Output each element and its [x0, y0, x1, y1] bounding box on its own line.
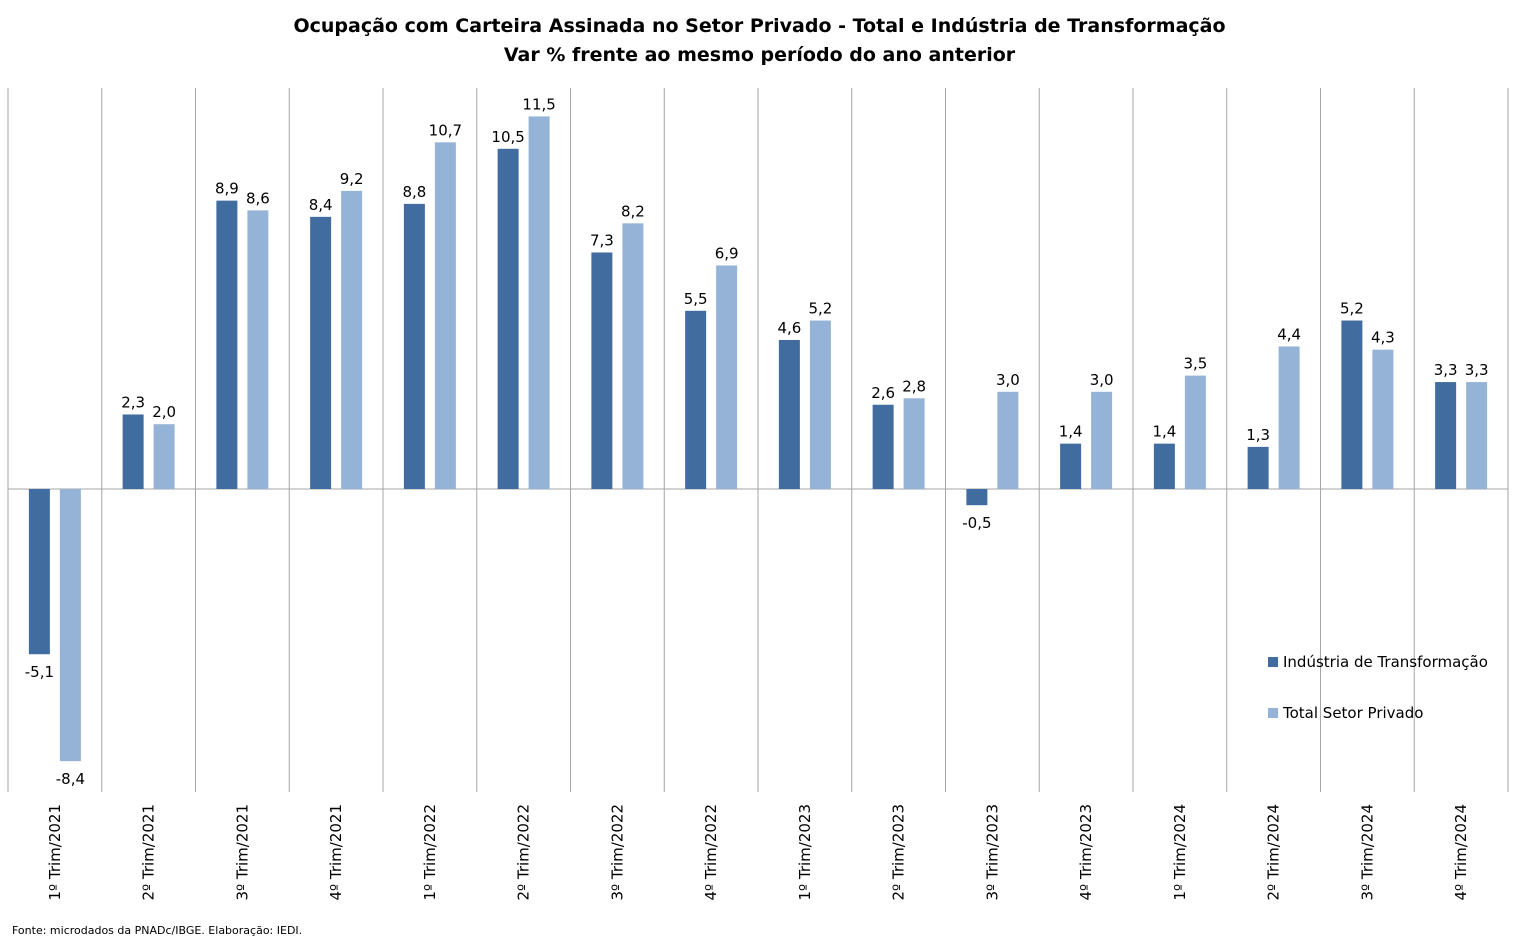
bar-total [1466, 382, 1488, 489]
category-tick-label: 2º Trim/2023 [890, 804, 908, 901]
bar-industria [1060, 443, 1082, 489]
bar-industria [122, 414, 144, 489]
category-tick-label: 4º Trim/2022 [702, 804, 720, 901]
data-label-total: 3,5 [1183, 355, 1207, 373]
category-tick-label: 1º Trim/2022 [421, 804, 439, 901]
data-label-total: 11,5 [522, 95, 555, 113]
data-label-total: 8,2 [621, 202, 645, 220]
data-label-industria: 5,5 [684, 290, 708, 308]
chart-subtitle-line: Var % frente ao mesmo período do ano ant… [503, 44, 1016, 66]
bar-industria [28, 489, 50, 655]
data-label-industria: 4,6 [777, 319, 801, 337]
bar-industria [1247, 446, 1269, 489]
data-label-industria: -5,1 [25, 663, 54, 681]
bar-total [1184, 375, 1206, 489]
data-label-industria: 1,3 [1246, 426, 1270, 444]
category-tick-label: 2º Trim/2022 [515, 804, 533, 901]
data-label-total: 2,0 [152, 403, 176, 421]
data-label-industria: 8,9 [215, 180, 239, 198]
legend-item-total: Total Setor Privado [1268, 704, 1423, 722]
data-label-industria: 3,3 [1434, 361, 1458, 379]
source-note: Fonte: microdados da PNADc/IBGE. Elabora… [12, 924, 303, 937]
bar-total [997, 391, 1019, 489]
data-label-total: 4,3 [1371, 329, 1395, 347]
category-tick-label: 2º Trim/2024 [1265, 804, 1283, 901]
data-label-total: 3,0 [996, 371, 1020, 389]
bar-total [809, 320, 831, 489]
data-label-total: 3,3 [1465, 361, 1489, 379]
bar-industria [497, 148, 519, 490]
data-label-industria: 10,5 [491, 128, 524, 146]
category-tick-label: 1º Trim/2021 [46, 804, 64, 901]
bar-total [434, 142, 456, 489]
bar-industria [778, 339, 800, 489]
bar-industria [403, 203, 425, 489]
bar-industria [310, 216, 332, 489]
chart-title-line: Ocupação com Carteira Assinada no Setor … [293, 15, 1226, 37]
legend-item-industria: Indústria de Transformação [1268, 653, 1488, 671]
legend-swatch-industria [1268, 657, 1278, 667]
legend-label-total: Total Setor Privado [1283, 704, 1424, 722]
data-label-total: -8,4 [56, 770, 85, 788]
bar-industria [591, 252, 613, 489]
category-tick-label: 3º Trim/2024 [1358, 804, 1376, 901]
data-label-industria: 1,4 [1059, 423, 1083, 441]
category-tick-label: 3º Trim/2021 [233, 804, 251, 901]
data-label-total: 4,4 [1277, 325, 1301, 343]
bar-total [528, 116, 550, 490]
bar-industria [685, 310, 707, 489]
data-label-industria: 7,3 [590, 231, 614, 249]
data-label-total: 10,7 [429, 121, 462, 139]
data-label-total: 9,2 [340, 170, 364, 188]
data-label-industria: 8,4 [309, 196, 333, 214]
data-label-industria: 8,8 [402, 183, 426, 201]
data-label-industria: 5,2 [1340, 300, 1364, 318]
category-tick-label: 3º Trim/2023 [983, 804, 1001, 901]
bar-total [1278, 346, 1300, 489]
category-tick-label: 1º Trim/2024 [1171, 804, 1189, 901]
data-label-total: 2,8 [902, 377, 926, 395]
bar-total [153, 424, 175, 489]
bar-total [716, 265, 738, 489]
data-label-total: 8,6 [246, 189, 270, 207]
bar-total [1091, 391, 1113, 489]
category-tick-label: 4º Trim/2024 [1452, 804, 1470, 901]
data-label-industria: 2,6 [871, 384, 895, 402]
category-tick-label: 3º Trim/2022 [608, 804, 626, 901]
legend-swatch-total [1268, 708, 1278, 718]
bar-industria [872, 404, 894, 489]
legend-label-industria: Indústria de Transformação [1283, 653, 1488, 671]
data-label-industria: -0,5 [962, 514, 991, 532]
bar-total [59, 489, 81, 762]
bar-total [247, 210, 269, 490]
bar-total [903, 398, 925, 489]
chart-title: Ocupação com Carteira Assinada no Setor … [0, 12, 1519, 70]
bar-total [622, 223, 644, 489]
category-tick-label: 1º Trim/2023 [796, 804, 814, 901]
bar-industria [216, 200, 238, 489]
data-label-industria: 1,4 [1152, 423, 1176, 441]
bar-industria [1435, 382, 1457, 489]
bar-industria [1153, 443, 1175, 489]
bar-total [341, 190, 363, 490]
bar-industria [1341, 320, 1363, 489]
data-label-industria: 2,3 [121, 393, 145, 411]
data-label-total: 3,0 [1090, 371, 1114, 389]
data-label-total: 5,2 [808, 300, 832, 318]
category-tick-label: 4º Trim/2021 [327, 804, 345, 901]
bar-industria [966, 489, 988, 506]
data-label-total: 6,9 [715, 244, 739, 262]
category-tick-label: 4º Trim/2023 [1077, 804, 1095, 901]
category-tick-label: 2º Trim/2021 [140, 804, 158, 901]
bar-total [1372, 349, 1394, 489]
